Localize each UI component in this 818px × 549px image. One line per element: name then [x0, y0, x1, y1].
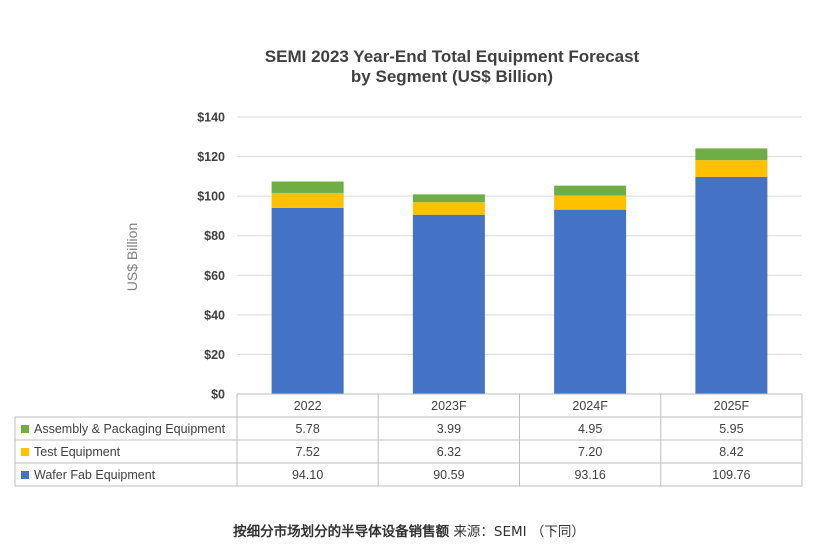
data-label: 7.20 — [578, 445, 602, 459]
legend-label: Wafer Fab Equipment — [34, 468, 156, 482]
legend-swatch — [21, 471, 29, 479]
data-table: 2022 2023F 2024F 2025F Assembly & Packaging … — [14, 393, 803, 487]
data-label: 7.52 — [295, 445, 319, 459]
bar-segment — [695, 148, 768, 161]
x-category-label: 2025F — [714, 399, 750, 413]
bar-segment — [554, 195, 627, 210]
y-tick-label: $120 — [197, 150, 225, 164]
data-label: 94.10 — [292, 468, 323, 482]
data-label: 8.42 — [719, 445, 743, 459]
x-category-label: 2024F — [572, 399, 608, 413]
y-tick-label: $20 — [204, 348, 225, 362]
bar-segment — [412, 194, 485, 203]
data-label: 6.32 — [437, 445, 461, 459]
data-label: 4.95 — [578, 422, 602, 436]
chart-title-line-2: by Segment (US$ Billion) — [351, 67, 553, 86]
bar-segment — [554, 209, 627, 394]
data-label: 93.16 — [574, 468, 605, 482]
caption-source: 来源：SEMI （下同） — [449, 524, 585, 540]
y-tick-label: $140 — [197, 111, 225, 125]
bar-segment — [695, 160, 768, 177]
x-category-label: 2023F — [431, 399, 467, 413]
y-tick-label: $60 — [204, 269, 225, 283]
bar-segment — [271, 192, 344, 208]
legend-label: Assembly & Packaging Equipment — [34, 422, 226, 436]
chart-title: SEMI 2023 Year-End Total Equipment Forec… — [265, 47, 640, 86]
bar-segment — [412, 202, 485, 215]
data-label: 5.78 — [295, 422, 319, 436]
bar-segment — [412, 214, 485, 394]
y-axis-ticks: $0 $20 $40 $60 $80 $100 $120 $140 — [197, 111, 225, 402]
legend-swatch — [21, 448, 29, 456]
y-axis-label: US$ Billion — [124, 223, 140, 291]
y-tick-label: $40 — [204, 308, 225, 322]
data-label: 3.99 — [437, 422, 461, 436]
y-tick-label: $80 — [204, 229, 225, 243]
bar-segment — [271, 207, 344, 394]
legend-label: Test Equipment — [34, 445, 121, 459]
bar-segment — [271, 181, 344, 193]
caption-bold: 按细分市场划分的半导体设备销售额 — [233, 524, 450, 540]
y-tick-label: $0 — [211, 388, 225, 402]
chart-title-line-1: SEMI 2023 Year-End Total Equipment Forec… — [265, 47, 640, 66]
bar-segment — [695, 176, 768, 394]
figure-caption: 按细分市场划分的半导体设备销售额 来源：SEMI （下同） — [0, 520, 818, 540]
bar-segment — [554, 185, 627, 196]
data-label: 109.76 — [712, 468, 750, 482]
stacked-bar-chart: SEMI 2023 Year-End Total Equipment Forec… — [14, 47, 803, 487]
data-label: 90.59 — [433, 468, 464, 482]
y-tick-label: $100 — [197, 190, 225, 204]
x-category-label: 2022 — [294, 399, 322, 413]
legend-swatch — [21, 425, 29, 433]
bars — [271, 148, 768, 394]
data-label: 5.95 — [719, 422, 743, 436]
